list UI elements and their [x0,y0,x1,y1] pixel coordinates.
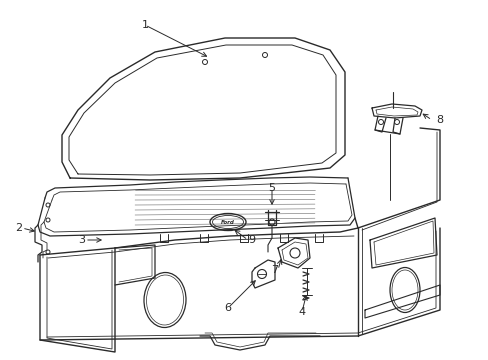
Text: 5: 5 [268,183,275,193]
Text: 8: 8 [435,115,442,125]
Text: 3: 3 [78,235,85,245]
Text: 6: 6 [224,303,231,313]
Text: 7: 7 [270,265,278,275]
Text: 2: 2 [15,223,22,233]
Text: 4: 4 [298,307,305,317]
Text: 9: 9 [247,235,255,245]
Text: Ford: Ford [221,220,234,225]
Text: 1: 1 [141,20,148,30]
